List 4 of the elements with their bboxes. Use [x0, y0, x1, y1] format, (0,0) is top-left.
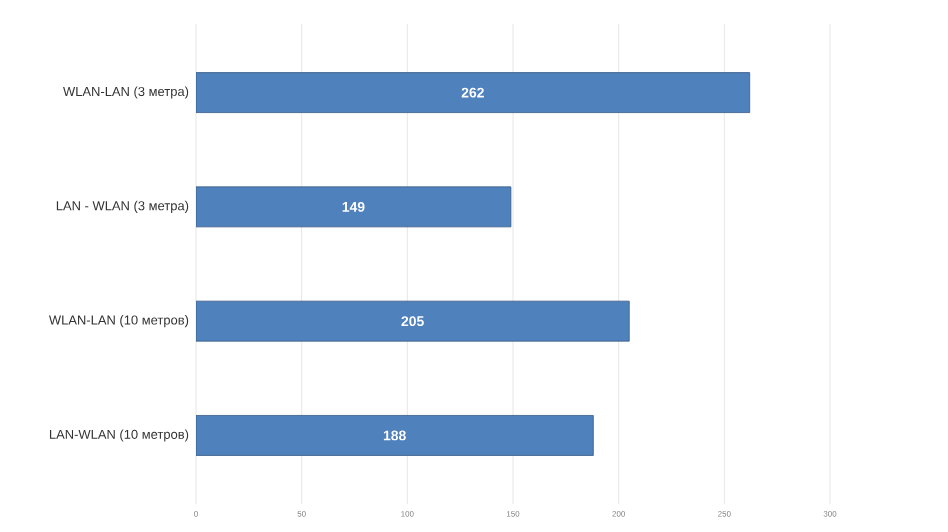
bar — [196, 72, 751, 113]
bar — [196, 186, 512, 228]
bar — [196, 300, 630, 342]
bar — [196, 415, 594, 456]
